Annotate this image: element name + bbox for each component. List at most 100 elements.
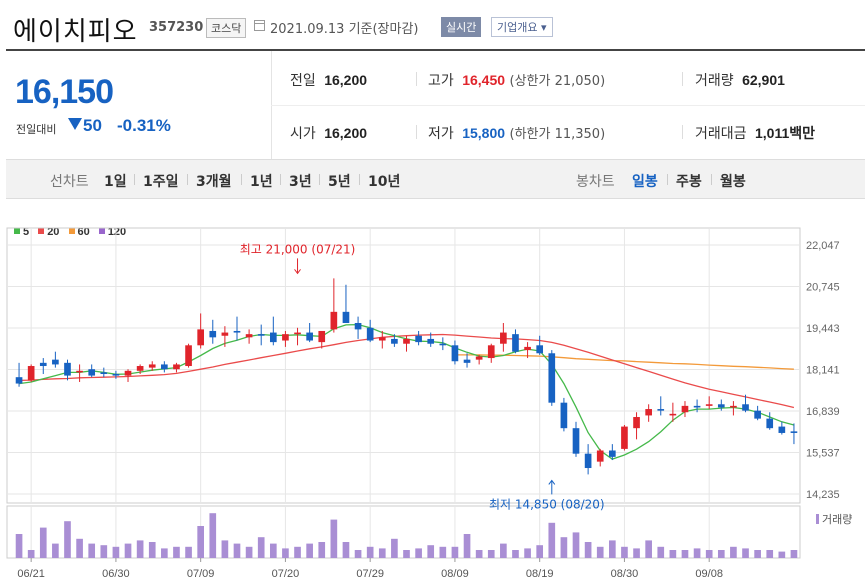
volume-bar	[693, 548, 701, 558]
volume-bar	[609, 540, 616, 558]
candle-body	[621, 426, 628, 449]
volume-bar	[257, 537, 265, 558]
candle-body	[572, 428, 580, 454]
volume-bar	[245, 546, 253, 558]
tab-weekly[interactable]: 주봉	[676, 174, 702, 190]
tab-daily[interactable]: 일봉	[632, 174, 658, 190]
divider	[280, 174, 281, 185]
candle-body	[269, 332, 277, 343]
volume-bar	[318, 542, 326, 558]
divider	[241, 174, 242, 185]
volume-bar	[754, 550, 761, 558]
tab-1y[interactable]: 1년	[250, 174, 273, 190]
volume-bar	[269, 543, 277, 558]
candle-body	[754, 410, 761, 419]
current-price-panel: 16,150 전일대비 50 -0.31%	[6, 51, 272, 159]
candle-body	[584, 453, 592, 469]
candle-body	[439, 343, 447, 346]
down-triangle-icon	[68, 118, 82, 130]
volume-bar	[524, 548, 531, 558]
volume-bar	[100, 545, 108, 558]
volume-bar	[185, 546, 192, 558]
chart-legend: 5 20 60 120	[14, 226, 132, 238]
candle-body	[524, 346, 531, 351]
min-arrow-head	[548, 479, 556, 485]
y-tick-label: 22,047	[806, 240, 840, 252]
high-price: 고가 16,450 (상한가 21,050)	[428, 70, 605, 90]
header: 에이치피오 357230 코스닥 2021.09.13 기준(장마감) 실시간 …	[0, 0, 865, 50]
company-overview-dropdown[interactable]: 기업개요 ▾	[491, 17, 553, 37]
tab-monthly[interactable]: 월봉	[720, 174, 746, 190]
x-tick-label: 06/21	[17, 568, 45, 580]
volume-bar	[584, 542, 592, 558]
prev-close: 전일 16,200	[290, 70, 367, 90]
volume-bar	[560, 537, 568, 558]
open-label: 시가	[290, 126, 316, 142]
low-value: 15,800	[462, 125, 506, 141]
header-divider	[6, 49, 865, 51]
volume-bar	[657, 546, 665, 558]
amount-unit: 백만	[789, 125, 816, 141]
volume-bar	[233, 543, 241, 558]
volume-bar	[136, 540, 144, 558]
candle-body	[560, 402, 568, 429]
volume-bar	[572, 532, 580, 558]
candle-body	[463, 359, 471, 363]
open-price: 시가 16,200	[290, 123, 367, 143]
volume-bar	[294, 546, 301, 558]
divider	[682, 72, 683, 86]
candle-body	[197, 329, 204, 346]
candle-body	[366, 327, 374, 341]
candle-body	[778, 426, 786, 433]
divider	[416, 125, 417, 139]
lower-limit: (하한가 11,350)	[509, 127, 606, 142]
x-tick-label: 07/20	[272, 568, 300, 580]
candle-body	[693, 405, 701, 408]
upper-limit: (상한가 21,050)	[509, 74, 606, 89]
tab-1w[interactable]: 1주일	[143, 174, 179, 190]
legend-ma120: 120	[98, 226, 126, 238]
candle-body	[100, 372, 108, 374]
realtime-button[interactable]: 실시간	[441, 17, 482, 37]
y-tick-label: 19,443	[806, 323, 840, 335]
tab-3m[interactable]: 3개월	[196, 174, 232, 190]
candle-body	[609, 450, 616, 457]
max-annotation: 최고 21,000 (07/21)	[240, 242, 356, 256]
divider	[682, 125, 683, 139]
volume-bar	[451, 546, 459, 558]
tab-3y[interactable]: 3년	[289, 174, 312, 190]
volume-bar	[742, 548, 749, 558]
max-arrow-head	[294, 269, 301, 275]
volume-bar	[415, 548, 422, 558]
candle-body	[245, 334, 253, 338]
volume-bar	[391, 538, 398, 558]
price-plot-frame	[6, 227, 801, 504]
volume-bar	[366, 546, 374, 558]
tab-10y[interactable]: 10년	[368, 174, 401, 190]
divider	[319, 174, 320, 185]
y-tick-label: 15,537	[806, 448, 840, 460]
candle-body	[391, 338, 398, 344]
volume-bar	[64, 521, 71, 558]
tab-5y[interactable]: 5년	[328, 174, 351, 190]
candle-body	[669, 413, 677, 416]
candle-body	[742, 404, 749, 411]
volume-bar	[536, 545, 544, 558]
volume-bar	[487, 550, 495, 558]
volume-bar	[439, 546, 447, 558]
stock-code: 357230	[149, 20, 204, 35]
candle-body	[27, 366, 35, 381]
volume-bar	[39, 527, 47, 558]
candle-body	[52, 359, 59, 365]
candle-chart-label: 봉차트	[576, 174, 615, 190]
volume-bar	[88, 543, 96, 558]
volume-bar	[282, 548, 289, 558]
tab-1d[interactable]: 1일	[104, 174, 127, 190]
ma60-line	[454, 354, 794, 370]
current-price: 16,150	[15, 73, 114, 111]
volume-bar	[633, 548, 640, 558]
y-tick-label: 18,141	[806, 365, 840, 377]
x-tick-label: 08/30	[611, 568, 639, 580]
candle-body	[88, 369, 96, 376]
candle-body	[645, 409, 652, 416]
